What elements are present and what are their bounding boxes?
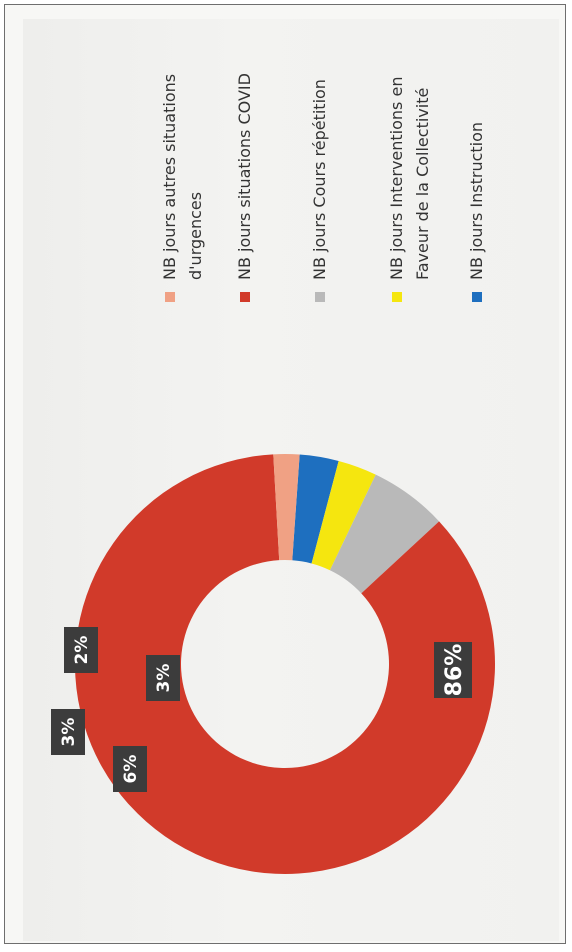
legend-label: NB jours Instruction (467, 122, 486, 280)
data-label-nb-jours-cours-repetition: 6% (113, 746, 147, 792)
data-label-text: 6% (121, 755, 141, 784)
legend-item-nb-jours-cours-repetition: NB jours Cours répétition (310, 79, 329, 302)
legend-swatch (240, 292, 250, 302)
legend-swatch (165, 292, 175, 302)
slice-nb-jours-instruction (292, 454, 339, 564)
legend-item-nb-jours-autres-situations-d-urgences: NB jours autres situations d'urgences (160, 74, 205, 302)
data-label-nb-jours-situations-covid: 86% (434, 642, 472, 698)
legend-swatch (472, 292, 482, 302)
data-label-text: 3% (59, 718, 79, 747)
legend-item-nb-jours-situations-covid: NB jours situations COVID (235, 73, 254, 302)
data-label-nb-jours-autres-situations-d-urgences: 2% (64, 627, 98, 673)
legend-label: NB jours Cours répétition (310, 79, 329, 280)
data-label-text: 3% (154, 664, 174, 693)
data-label-nb-jours-interventions-en-faveur-de-la-collectivite: 3% (51, 709, 85, 755)
slice-nb-jours-autres-situations-d-urgences (273, 454, 300, 561)
legend-label: NB jours autres situations (160, 74, 179, 280)
data-label-box (146, 655, 180, 701)
data-label-box (64, 627, 98, 673)
legend-label: NB jours Interventions en (387, 77, 406, 280)
legend-swatch (315, 292, 325, 302)
slice-nb-jours-cours-repetition (329, 474, 440, 594)
slice-nb-jours-interventions-en-faveur-de-la-collectivite (311, 460, 376, 571)
legend-item-nb-jours-interventions-en-faveur-de-la-collectivite: NB jours Interventions en Faveur de la Co… (387, 77, 432, 302)
legend-label: NB jours situations COVID (235, 73, 254, 280)
data-label-box (434, 642, 472, 698)
legend-label: Faveur de la Collectivité (413, 88, 432, 280)
data-label-text: 86% (442, 644, 467, 697)
data-label-box (51, 709, 85, 755)
legend-label: d'urgences (186, 192, 205, 280)
legend: NB jours Instruction NB jours Interventio… (160, 73, 486, 302)
data-label-nb-jours-instruction: 3% (146, 655, 180, 701)
donut-slices (75, 454, 495, 874)
data-label-text: 2% (72, 636, 92, 665)
data-label-box (113, 746, 147, 792)
legend-swatch (392, 292, 402, 302)
slice-nb-jours-situations-covid (75, 454, 495, 874)
data-labels: 3% 3% 6% 86% 2% (51, 627, 472, 792)
legend-item-nb-jours-instruction: NB jours Instruction (467, 122, 486, 302)
